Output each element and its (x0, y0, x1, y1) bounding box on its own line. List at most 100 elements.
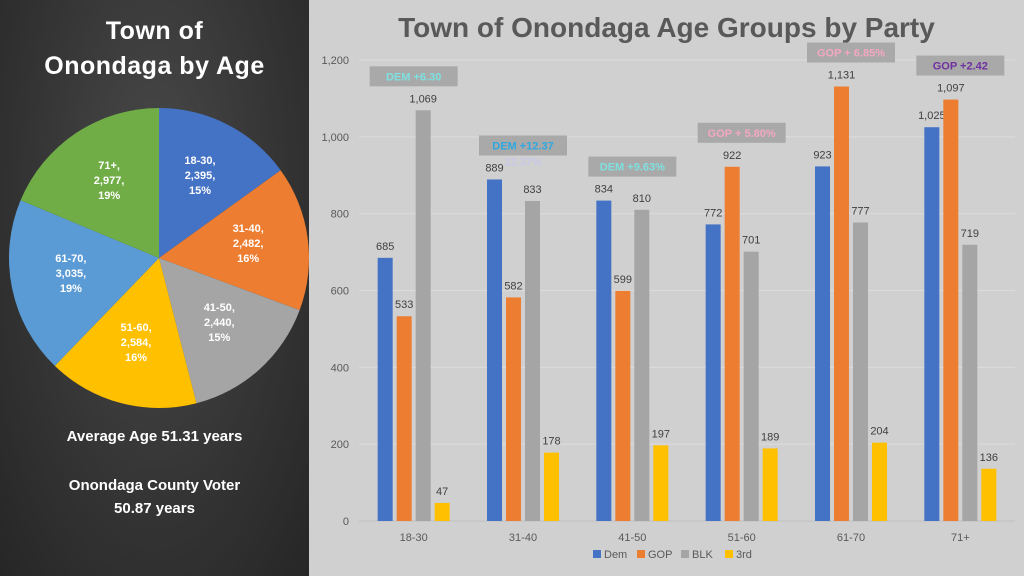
bar-gop-31-40 (506, 297, 521, 521)
pie-title-line1: Town of (105, 17, 204, 45)
bar-3rd-31-40 (544, 452, 559, 521)
annotation-box (369, 66, 458, 87)
bar-data-label: 136 (980, 452, 998, 464)
bar-data-label: 178 (542, 436, 560, 448)
bar-data-label: 772 (704, 207, 722, 219)
bar-gop-18-30 (396, 316, 412, 521)
bar-3rd-41-50 (653, 445, 669, 521)
bar-data-label: 719 (961, 228, 979, 240)
county-voter-text: Onondaga County Voter 50.87 years (0, 474, 309, 520)
bar-data-label: 582 (504, 280, 522, 292)
pie-chart: 18-30, 2,395, 15% 31-40, 2,482, 16% 41-50, 2,44… (8, 108, 309, 408)
bar-blk-18-30 (415, 110, 431, 521)
bar-data-label: 197 (652, 428, 670, 440)
annotation-text: DEM +12.37 (492, 140, 553, 152)
pie-data-label: 41-50, 2,440, 15% (204, 302, 235, 344)
legend-swatch-dem (593, 550, 601, 558)
y-tick-label: 1,200 (321, 55, 349, 67)
annotation-box (588, 156, 677, 177)
bar-data-label: 1,025 (918, 110, 946, 122)
county-voter-line2: 50.87 years (114, 500, 195, 517)
bar-gop-61-70 (834, 86, 849, 521)
annotation-subtext: 12.37% (504, 156, 542, 168)
legend-label: BLK (692, 549, 713, 561)
annotation-box (916, 55, 1005, 76)
bar-blk-51-60 (743, 251, 759, 522)
bar-data-label: 1,069 (409, 93, 437, 105)
pie-slice-41-50 (159, 258, 300, 404)
y-tick-label: 1,000 (321, 132, 349, 144)
county-voter-line1: Onondaga County Voter (68, 477, 241, 494)
y-tick-label: 200 (331, 439, 349, 451)
bar-data-label: 810 (633, 193, 651, 205)
bar-gop-51-60 (724, 166, 740, 521)
y-tick-label: 800 (331, 209, 349, 221)
annotation-text: DEM +6.30 (386, 71, 441, 83)
pie-data-label: 71+, 2,977, 19% (94, 160, 125, 202)
bar-data-label: 923 (813, 149, 831, 161)
bar-data-label: 599 (614, 274, 632, 286)
bar-chart: 0 200 400 600 800 1,000 1,200 685 533 1,069 47 18-3… (321, 42, 1015, 561)
bar-data-label: 47 (436, 486, 448, 498)
bar-data-label: 533 (395, 299, 413, 311)
bar-data-label: 834 (595, 184, 613, 196)
annotation-box (697, 122, 786, 143)
legend-label: 3rd (736, 549, 752, 561)
annotation-box (807, 42, 895, 63)
annotation-box (479, 135, 567, 156)
bar-3rd-61-70 (872, 442, 887, 521)
bar-3rd-71plus (981, 468, 997, 521)
bar-dem-51-60 (705, 224, 721, 521)
x-tick-label: 31-40 (509, 532, 537, 544)
bar-data-label: 189 (761, 431, 779, 443)
bar-dem-18-30 (377, 257, 393, 521)
bar-dem-31-40 (487, 179, 502, 521)
pie-data-label: 18-30, 2,395, 15% (184, 155, 215, 197)
bar-data-label: 1,131 (828, 70, 856, 82)
bar-data-label: 204 (870, 426, 888, 438)
legend-swatch-3rd (725, 550, 733, 558)
bar-data-label: 1,097 (937, 83, 965, 95)
pie-slice-51-60 (54, 258, 197, 408)
bar-dem-71plus (924, 127, 940, 522)
pie-data-label: 51-60, 2,584, 16% (120, 322, 151, 364)
annotation-text: GOP + 5.80% (708, 128, 776, 140)
legend-swatch-blk (681, 550, 689, 558)
x-tick-label: 18-30 (400, 532, 428, 544)
bar-dem-61-70 (815, 166, 830, 521)
pie-chart-title: Town of Onondaga by Age (0, 14, 309, 84)
annotation-text: GOP + 6.85% (817, 48, 885, 60)
bar-blk-31-40 (525, 200, 540, 521)
left-panel: Town of Onondaga by Age 18-30, 2,395, 15% 3… (0, 0, 309, 576)
bar-data-label: 685 (376, 241, 394, 253)
annotation-text: DEM +9.63% (600, 162, 665, 174)
bar-gop-41-50 (615, 290, 631, 521)
pie-data-label: 31-40, 2,482, 16% (233, 223, 264, 265)
y-tick-label: 0 (343, 516, 349, 528)
y-tick-label: 400 (331, 362, 349, 374)
bar-data-label: 889 (485, 162, 503, 174)
bar-3rd-18-30 (434, 502, 450, 521)
pie-title-line2: Onondaga by Age (44, 52, 265, 80)
bar-data-label: 833 (523, 184, 541, 196)
pie-slice-71plus (20, 108, 159, 258)
bar-data-label: 922 (723, 150, 741, 162)
pie-slice-31-40 (159, 170, 309, 311)
bar-chart-title: Town of Onondaga Age Groups by Party (398, 12, 935, 43)
bar-blk-61-70 (853, 222, 868, 521)
legend-label: GOP (648, 549, 672, 561)
bar-gop-71plus (943, 99, 959, 522)
x-tick-label: 51-60 (728, 532, 756, 544)
pie-slice-18-30 (159, 108, 281, 258)
pie-slice-61-70 (8, 200, 159, 366)
legend-swatch-gop (637, 550, 645, 558)
y-tick-label: 600 (331, 286, 349, 298)
x-tick-label: 71+ (951, 532, 970, 544)
x-tick-label: 41-50 (618, 532, 646, 544)
legend-label: Dem (604, 549, 627, 561)
annotation-text: GOP +2.42 (933, 61, 988, 73)
bar-data-label: 701 (742, 235, 760, 247)
bar-data-label: 777 (851, 206, 869, 218)
average-age-text: Average Age 51.31 years (66, 428, 243, 445)
bar-3rd-51-60 (762, 448, 778, 521)
